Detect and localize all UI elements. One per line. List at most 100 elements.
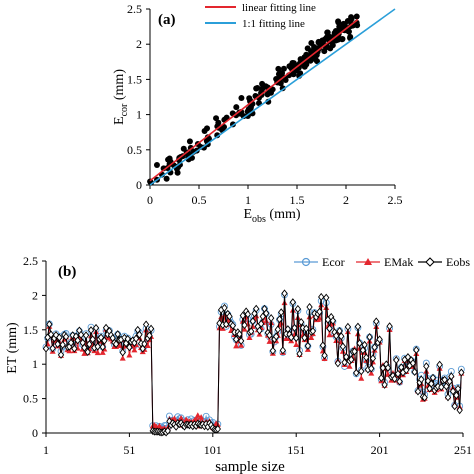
scatter-point	[186, 138, 193, 145]
scatter-point	[297, 56, 304, 63]
eobs-point	[348, 355, 355, 364]
eobs-point	[369, 354, 377, 363]
scatter-point	[174, 169, 181, 176]
eobs-point	[403, 366, 410, 375]
eobs-point	[221, 303, 228, 312]
emak-point	[293, 341, 300, 348]
scatter-y-tick-label: 2	[136, 37, 142, 51]
eobs-point	[266, 331, 273, 340]
scatter-point	[324, 29, 331, 36]
eobs-point	[418, 375, 425, 384]
scatter-x-ticks: 0 0.5 1 1.5 2 2.5	[147, 185, 403, 207]
emak-point	[144, 342, 151, 348]
eobs-point	[89, 335, 96, 344]
scatter-point	[329, 42, 336, 49]
eobs-point	[441, 375, 448, 384]
eobs-point	[449, 387, 457, 396]
eobs-point	[54, 340, 61, 349]
eobs-point	[259, 312, 267, 321]
scatter-point	[238, 94, 245, 101]
eobs-point	[82, 331, 90, 340]
timeseries-y-ticks: 0 0.5 1 1.5 2 2.5	[23, 254, 46, 440]
eobs-point	[249, 317, 257, 326]
timeseries-x-tick-label: 51	[123, 443, 135, 457]
emak-point	[116, 342, 123, 349]
emak-point	[221, 312, 228, 318]
eobs-point	[391, 374, 398, 383]
scatter-x-tick-label: 1.5	[290, 193, 305, 207]
eobs-point	[456, 406, 463, 415]
scatter-point	[247, 105, 254, 112]
eobs-point	[428, 379, 435, 388]
eobs-point	[288, 333, 295, 342]
eobs-point	[359, 346, 367, 355]
eobs-point	[394, 369, 402, 378]
scatter-point	[335, 18, 342, 25]
eobs-point	[57, 350, 65, 359]
scatter-point	[348, 14, 355, 21]
eobs-point	[438, 383, 445, 392]
eobs-point	[451, 402, 458, 411]
eobs-point	[306, 302, 313, 312]
scatter-y-tick-label: 0.5	[127, 143, 142, 157]
eobs-point	[339, 342, 347, 351]
eobs-point	[366, 333, 373, 342]
eobs-point	[59, 340, 66, 349]
eobs-point	[263, 309, 270, 318]
scatter-panel: 0 0.5 1 1.5 2 2.5 0 0.5 1 1.5 2 2.5 (a) linear fit…	[112, 2, 403, 225]
scatter-y-tick-label: 0	[136, 178, 142, 192]
panel-b-label: (b)	[58, 264, 76, 280]
eobs-point	[52, 330, 60, 340]
legend-linear-label: linear fitting line	[242, 2, 316, 14]
eobs-point	[454, 384, 462, 393]
scatter-x-tick-label: 0.5	[192, 193, 207, 207]
eobs-point	[236, 330, 243, 339]
timeseries-y-tick-label: 1.5	[23, 323, 38, 337]
emak-point	[263, 317, 270, 324]
emak-point	[246, 334, 253, 340]
timeseries-y-tick-label: 0	[32, 426, 38, 440]
eobs-point	[232, 335, 240, 344]
eobs-point	[77, 330, 85, 339]
eobs-point	[92, 323, 100, 332]
eobs-point	[363, 353, 370, 362]
emak-point	[233, 342, 240, 349]
eobs-point	[436, 360, 443, 369]
timeseries-x-tick-label: 101	[204, 443, 222, 457]
eobs-point	[244, 310, 252, 319]
eobs-point	[81, 343, 88, 352]
eobs-point	[358, 367, 365, 376]
eobs-point	[119, 348, 126, 357]
scatter-point	[353, 13, 360, 20]
scatter-point	[166, 161, 173, 168]
legend-ecor-marker	[301, 257, 311, 267]
eobs-point	[404, 353, 412, 362]
eobs-point	[423, 362, 430, 371]
eobs-point	[276, 315, 283, 324]
eobs-point	[294, 304, 302, 313]
eobs-point	[268, 314, 275, 323]
eobs-point	[421, 393, 428, 402]
eobs-point	[67, 338, 75, 347]
eobs-point	[304, 341, 312, 350]
eobs-point	[321, 351, 328, 360]
eobs-point	[381, 380, 388, 389]
scatter-point	[326, 36, 333, 43]
timeseries-x-tick-label: 201	[371, 443, 389, 457]
linear-fit-line	[149, 18, 359, 182]
eobs-point	[136, 330, 143, 339]
timeseries-x-ticks: 1 51 101 151 201 251	[43, 433, 472, 457]
emak-point	[94, 349, 101, 356]
timeseries-x-label: sample size	[215, 459, 285, 474]
eobs-point	[343, 352, 350, 361]
scatter-point	[336, 23, 343, 30]
eobs-point	[334, 359, 342, 368]
eobs-point	[132, 334, 140, 343]
eobs-point	[124, 334, 131, 343]
scatter-x-tick-label: 1	[245, 193, 251, 207]
eobs-point	[376, 335, 383, 344]
eobs-point	[101, 336, 108, 345]
one-to-one-line	[149, 8, 396, 186]
eobs-point	[338, 332, 345, 341]
eobs-point	[333, 331, 340, 340]
